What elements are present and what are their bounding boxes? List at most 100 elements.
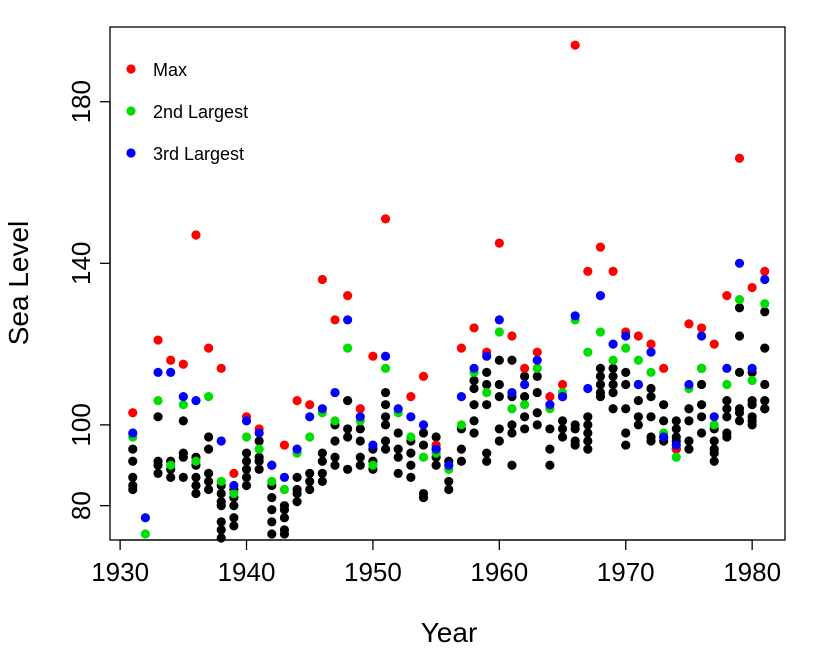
point-3rd-largest: [760, 274, 770, 285]
point-other: [545, 460, 555, 470]
point-other: [734, 367, 745, 377]
point-other: [595, 363, 606, 373]
point-other: [469, 375, 479, 386]
point-other: [671, 416, 681, 426]
point-other: [279, 505, 290, 515]
point-other: [241, 464, 252, 474]
point-max: [343, 291, 353, 301]
point-other: [557, 424, 568, 434]
point-other: [760, 404, 770, 414]
point-other: [722, 412, 732, 422]
point-other: [456, 456, 467, 466]
point-other: [494, 436, 504, 446]
y-tick-label: 80: [66, 491, 96, 520]
point-other: [317, 456, 327, 466]
point-max: [229, 468, 239, 478]
point-other: [722, 396, 732, 406]
point-other: [646, 436, 656, 446]
point-3rd-largest: [456, 392, 467, 402]
point-other: [355, 452, 365, 462]
point-other: [608, 371, 618, 382]
point-other: [203, 468, 214, 478]
point-other: [583, 428, 593, 438]
point-2nd-largest: [254, 444, 264, 454]
y-axis: 80 100 140 180: [66, 80, 111, 520]
point-2nd-largest: [532, 363, 542, 373]
point-3rd-largest: [343, 315, 353, 325]
point-2nd-largest: [621, 343, 631, 353]
point-other: [696, 400, 707, 410]
point-2nd-largest: [507, 404, 517, 414]
point-other: [267, 505, 277, 515]
point-other: [355, 424, 365, 434]
point-other: [469, 383, 479, 394]
point-3rd-largest: [482, 351, 492, 361]
point-other: [684, 416, 694, 426]
x-tick-label: 1980: [723, 557, 781, 587]
point-other: [191, 488, 201, 499]
point-3rd-largest: [722, 363, 732, 373]
point-3rd-largest: [140, 513, 150, 523]
point-2nd-largest: [520, 400, 530, 410]
point-3rd-largest: [406, 412, 416, 422]
point-3rd-largest: [444, 460, 454, 470]
point-other: [292, 472, 302, 482]
point-max: [570, 40, 580, 50]
point-other: [279, 513, 290, 523]
legend-label: 3rd Largest: [153, 144, 244, 164]
point-other: [621, 404, 631, 414]
point-other: [608, 363, 618, 373]
point-3rd-largest: [747, 363, 757, 373]
point-other: [709, 436, 719, 446]
point-other: [229, 513, 239, 523]
point-other: [380, 444, 391, 454]
point-max: [608, 266, 618, 276]
point-2nd-largest: [747, 375, 757, 386]
point-other: [583, 412, 593, 422]
point-3rd-largest: [393, 404, 403, 414]
point-other: [241, 448, 252, 458]
point-other: [343, 464, 353, 474]
point-2nd-largest: [330, 416, 340, 426]
point-other: [216, 525, 226, 535]
point-other: [659, 416, 669, 426]
x-tick-label: 1940: [218, 557, 276, 587]
legend-marker: [126, 106, 136, 116]
point-other: [393, 444, 403, 454]
point-other: [330, 460, 340, 470]
point-2nd-largest: [153, 396, 163, 406]
point-other: [684, 444, 694, 454]
point-max: [355, 404, 365, 414]
point-3rd-largest: [570, 311, 580, 321]
point-other: [734, 303, 745, 313]
point-3rd-largest: [254, 428, 264, 438]
legend-marker: [126, 148, 136, 158]
point-other: [254, 436, 264, 446]
point-3rd-largest: [709, 412, 719, 422]
point-other: [305, 484, 315, 495]
point-2nd-largest: [595, 327, 606, 337]
point-other: [128, 456, 138, 466]
point-3rd-largest: [659, 432, 669, 442]
point-other: [216, 501, 226, 511]
point-max: [216, 363, 226, 373]
point-3rd-largest: [431, 444, 441, 454]
point-max: [406, 392, 416, 402]
point-other: [696, 412, 707, 422]
point-2nd-largest: [380, 363, 391, 373]
point-2nd-largest: [140, 529, 150, 539]
point-max: [166, 355, 176, 365]
point-other: [494, 355, 504, 365]
point-other: [520, 412, 530, 422]
point-other: [507, 420, 517, 430]
point-2nd-largest: [216, 476, 226, 487]
point-3rd-largest: [178, 392, 188, 402]
point-other: [747, 400, 757, 410]
point-3rd-largest: [595, 291, 606, 301]
point-other: [621, 440, 631, 450]
point-2nd-largest: [646, 367, 656, 377]
point-max: [380, 214, 391, 224]
point-other: [469, 400, 479, 410]
point-other: [343, 432, 353, 442]
point-2nd-largest: [418, 452, 429, 462]
